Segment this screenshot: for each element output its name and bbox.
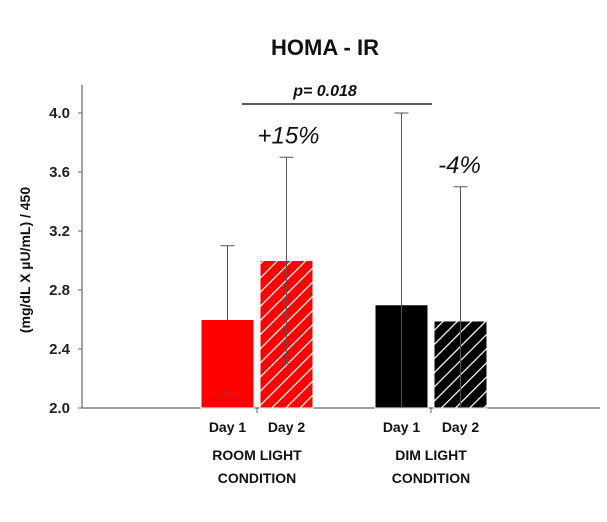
x-tick-label: Day 1 xyxy=(383,419,421,435)
x-tick-label: Day 2 xyxy=(442,419,480,435)
y-tick-label: 3.6 xyxy=(49,164,70,181)
y-tick-label: 3.2 xyxy=(49,223,70,240)
chart-title: HOMA - IR xyxy=(271,35,379,60)
y-tick-label: 2.4 xyxy=(49,341,71,358)
y-tick-label: 4.0 xyxy=(49,105,70,122)
group-label: DIM LIGHT xyxy=(395,447,467,463)
change-annotation: +15% xyxy=(257,122,319,149)
y-axis-label: (mg/dL X µU/mL) / 450 xyxy=(17,187,33,333)
group-label: ROOM LIGHT xyxy=(212,447,302,463)
group-label: CONDITION xyxy=(218,470,297,486)
group-label: CONDITION xyxy=(392,470,471,486)
change-annotation: -4% xyxy=(438,152,481,179)
p-value-annotation: p= 0.018 xyxy=(292,83,357,100)
y-tick-label: 2.0 xyxy=(49,400,70,417)
x-tick-label: Day 1 xyxy=(209,419,247,435)
x-tick-label: Day 2 xyxy=(268,419,306,435)
y-tick-label: 2.8 xyxy=(49,282,70,299)
